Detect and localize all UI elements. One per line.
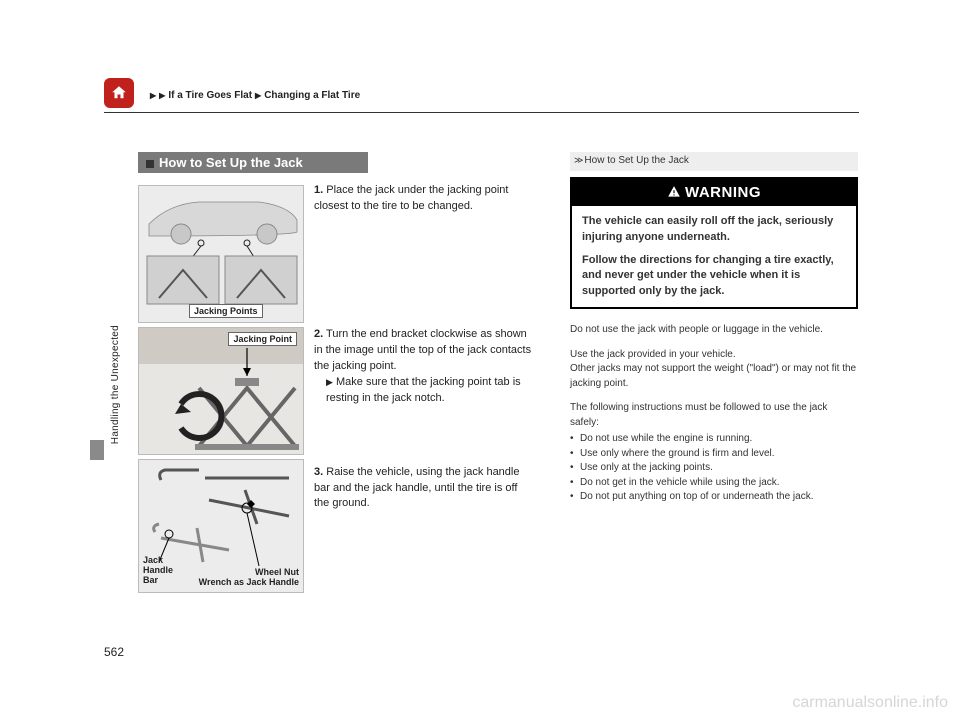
list-item: Do not use while the engine is running. — [570, 432, 858, 447]
instruction-steps: 1. Place the jack under the jacking poin… — [314, 183, 534, 570]
header-rule — [104, 112, 859, 113]
breadcrumb: ▶ ▶ If a Tire Goes Flat ▶ Changing a Fla… — [150, 90, 360, 101]
section-title-bar: How to Set Up the Jack — [138, 152, 368, 173]
warning-box: WARNING The vehicle can easily roll off … — [570, 177, 858, 310]
watermark: carmanualsonline.info — [792, 694, 948, 712]
step-1: 1. Place the jack under the jacking poin… — [314, 183, 534, 215]
warning-body: The vehicle can easily roll off the jack… — [572, 206, 856, 307]
warning-icon — [667, 185, 681, 199]
chevron-right-icon: ▶ — [326, 377, 333, 387]
list-item: Use only at the jacking points. — [570, 461, 858, 476]
car-silhouette-icon — [139, 186, 304, 323]
chevron-right-icon: ▶ — [159, 91, 165, 100]
breadcrumb-parent: If a Tire Goes Flat — [168, 90, 252, 101]
chevron-right-icon: ▶ — [150, 91, 156, 100]
figure-caption-left: Jack Handle Bar — [143, 556, 173, 586]
square-bullet-icon — [146, 160, 154, 168]
list-item: Use only where the ground is firm and le… — [570, 447, 858, 462]
step-3: 3. Raise the vehicle, using the jack han… — [314, 465, 534, 513]
home-button[interactable] — [104, 78, 134, 108]
chevron-right-icon: ▶ — [255, 91, 261, 100]
breadcrumb-child: Changing a Flat Tire — [264, 90, 360, 101]
figure-label: Jacking Points — [189, 304, 263, 318]
list-item: Do not get in the vehicle while using th… — [570, 476, 858, 491]
list-item: Do not put anything on top of or underne… — [570, 490, 858, 505]
home-icon — [110, 84, 128, 102]
section-title: How to Set Up the Jack — [159, 155, 303, 170]
figure-jacking-points: Jacking Points — [138, 185, 304, 323]
jack-diagram-icon — [139, 328, 304, 455]
safety-bullets: Do not use while the engine is running. … — [570, 432, 858, 505]
page-number: 562 — [104, 645, 124, 659]
figure-label: Jacking Point — [228, 332, 297, 346]
warning-title: WARNING — [572, 179, 856, 207]
figure-jack-contact: Jacking Point — [138, 327, 304, 455]
safety-notes: Do not use the jack with people or lugga… — [570, 323, 858, 505]
double-chevron-icon: ≫ — [574, 155, 580, 165]
chapter-label: Handling the Unexpected — [110, 325, 121, 444]
figure-jack-handle: Jack Handle Bar Wheel Nut Wrench as Jack… — [138, 459, 304, 593]
figure-caption-right: Wheel Nut Wrench as Jack Handle — [199, 568, 299, 588]
step-2: 2. Turn the end bracket clockwise as sho… — [314, 327, 534, 407]
sidebar-heading: ≫How to Set Up the Jack — [570, 152, 858, 171]
section-tab — [90, 440, 104, 460]
